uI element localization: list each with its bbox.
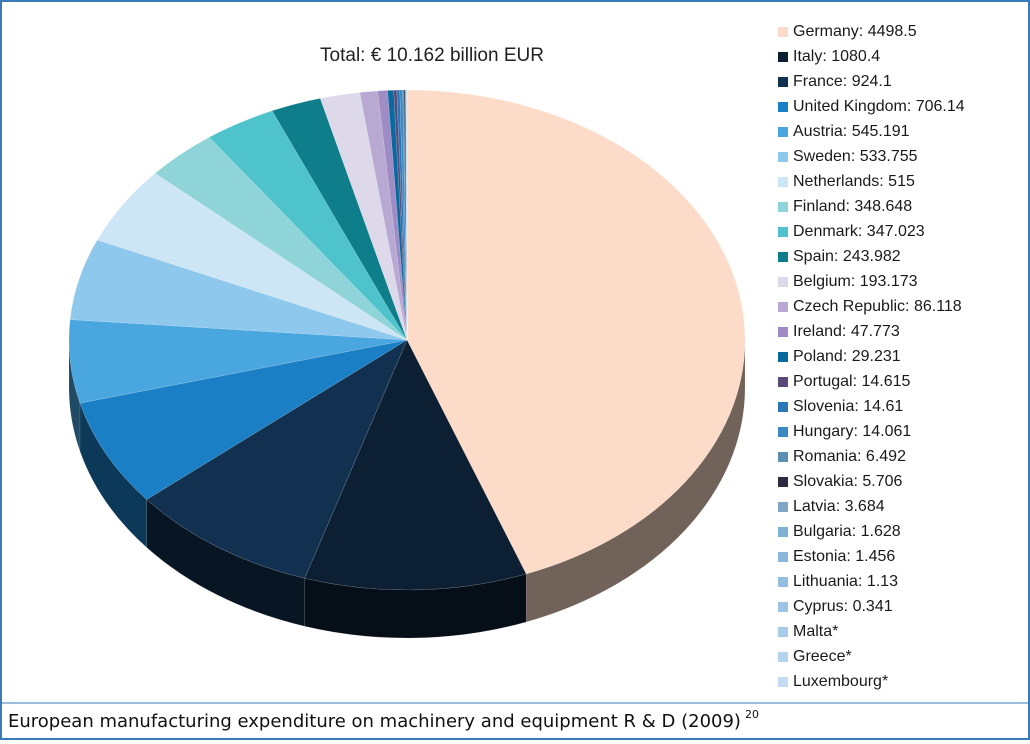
legend-label: Belgium: 193.173 [793,273,918,290]
legend-label: Malta* [793,623,838,640]
legend-label: Slovakia: 5.706 [793,473,903,490]
legend-swatch [778,27,788,37]
legend-swatch [778,77,788,87]
legend-label: Netherlands: 515 [793,173,915,190]
legend-label: Luxembourg* [793,673,888,690]
legend-swatch [778,452,788,462]
pie-tops [69,90,745,590]
legend-swatch [778,602,788,612]
legend-label: Lithuania: 1.13 [793,573,898,590]
legend-swatch [778,477,788,487]
legend-label: Czech Republic: 86.118 [793,298,962,315]
legend-swatch [778,502,788,512]
legend-swatch [778,427,788,437]
legend-swatch [778,677,788,687]
legend-swatch [778,552,788,562]
legend-swatch [778,402,788,412]
legend-label: Greece* [793,648,852,665]
legend-swatch [778,277,788,287]
legend-swatch [778,627,788,637]
legend: Germany: 4498.5 Italy: 1080.4 France: 924.… [778,23,965,690]
legend-label: Portugal: 14.615 [793,373,911,390]
chart-title: Total: € 10.162 billion EUR [320,45,544,66]
legend-swatch [778,577,788,587]
caption: European manufacturing expenditure on ma… [8,708,759,732]
legend-swatch [778,377,788,387]
legend-label: Austria: 545.191 [793,123,910,140]
legend-label: Italy: 1080.4 [793,48,880,65]
legend-label: United Kingdom: 706.14 [793,98,965,115]
legend-label: Bulgaria: 1.628 [793,523,901,540]
legend-label: Finland: 348.648 [793,198,912,215]
legend-label: Slovenia: 14.61 [793,398,903,415]
legend-label: France: 924.1 [793,73,892,90]
legend-swatch [778,652,788,662]
legend-label: Romania: 6.492 [793,448,906,465]
legend-label: Denmark: 347.023 [793,223,925,240]
legend-label: Sweden: 533.755 [793,148,918,165]
legend-swatch [778,177,788,187]
legend-swatch [778,527,788,537]
legend-swatch [778,127,788,137]
legend-label: Hungary: 14.061 [793,423,911,440]
legend-swatch [778,152,788,162]
legend-label: Germany: 4498.5 [793,23,917,40]
legend-label: Latvia: 3.684 [793,498,885,515]
legend-label: Spain: 243.982 [793,248,901,265]
legend-label: Ireland: 47.773 [793,323,900,340]
legend-swatch [778,52,788,62]
caption-text: European manufacturing expenditure on ma… [8,711,741,732]
legend-swatch [778,102,788,112]
legend-swatch [778,352,788,362]
legend-label: Estonia: 1.456 [793,548,895,565]
legend-swatch [778,252,788,262]
caption-note: 20 [745,708,759,721]
legend-swatch [778,227,788,237]
legend-swatch [778,202,788,212]
legend-swatch [778,327,788,337]
legend-label: Cyprus: 0.341 [793,598,893,615]
legend-label: Poland: 29.231 [793,348,901,365]
legend-swatch [778,302,788,312]
